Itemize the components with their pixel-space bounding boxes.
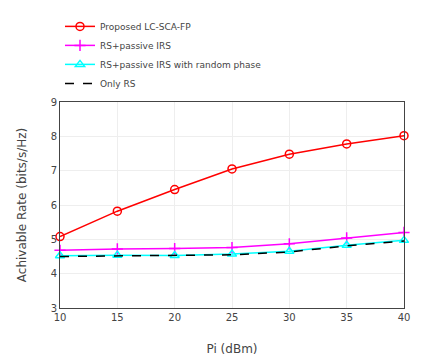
svg-text:15: 15 <box>111 312 124 323</box>
svg-text:5: 5 <box>51 234 57 245</box>
svg-text:10: 10 <box>54 312 67 323</box>
svg-text:RS+passive IRS: RS+passive IRS <box>100 41 171 51</box>
svg-text:Proposed LC-SCA-FP: Proposed LC-SCA-FP <box>100 22 191 32</box>
svg-text:25: 25 <box>226 312 239 323</box>
svg-text:20: 20 <box>168 312 181 323</box>
svg-text:3: 3 <box>51 303 57 314</box>
svg-text:9: 9 <box>51 97 57 108</box>
svg-text:30: 30 <box>283 312 296 323</box>
svg-text:Achivable Rate (bits/s/Hz): Achivable Rate (bits/s/Hz) <box>15 128 29 282</box>
svg-text:8: 8 <box>51 131 57 142</box>
svg-text:Only RS: Only RS <box>100 79 136 89</box>
svg-text:35: 35 <box>340 312 353 323</box>
svg-text:RS+passive IRS with random pha: RS+passive IRS with random phase <box>100 60 261 70</box>
svg-text:40: 40 <box>398 312 411 323</box>
svg-text:7: 7 <box>51 165 57 176</box>
svg-text:Pi (dBm): Pi (dBm) <box>206 342 257 356</box>
svg-text:4: 4 <box>51 268 57 279</box>
svg-text:6: 6 <box>51 200 57 211</box>
